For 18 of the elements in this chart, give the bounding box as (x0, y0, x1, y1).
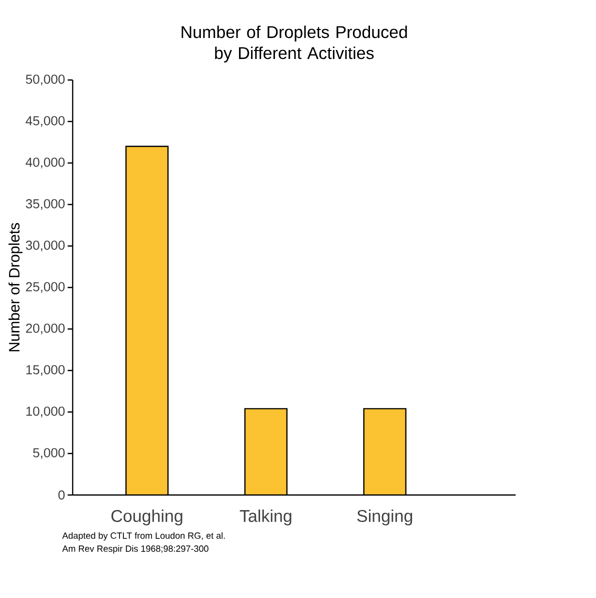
y-tick-label: 50,000 (26, 74, 65, 86)
y-axis-title: Number of Droplets (8, 223, 22, 352)
y-tick-label: 40,000 (26, 158, 65, 168)
x-tick-label: Talking (240, 510, 292, 526)
y-tick-label: 25,000 (26, 282, 65, 293)
y-tick-label: 35,000 (26, 199, 65, 210)
chart-title: Number of Droplets Produced by Different Activities (182, 26, 407, 62)
y-tick-label: 20,000 (26, 324, 65, 334)
y-tick-label: 30,000 (26, 240, 65, 252)
y-tick-label: 5,000 (33, 448, 65, 459)
y-tick-label: 15,000 (26, 365, 65, 376)
x-tick-label: Singing (357, 510, 412, 526)
y-tick-label: 10,000 (26, 406, 65, 418)
y-tick-label: 45,000 (26, 116, 65, 127)
x-tick-label: Coughing (111, 510, 182, 526)
text: Adapted by CTLT from Loudon RG, et al. (62, 532, 225, 541)
y-tick-label: 0 (58, 490, 65, 500)
text: Am Rev Respir Dis 1968;98:297-300 (62, 545, 208, 554)
